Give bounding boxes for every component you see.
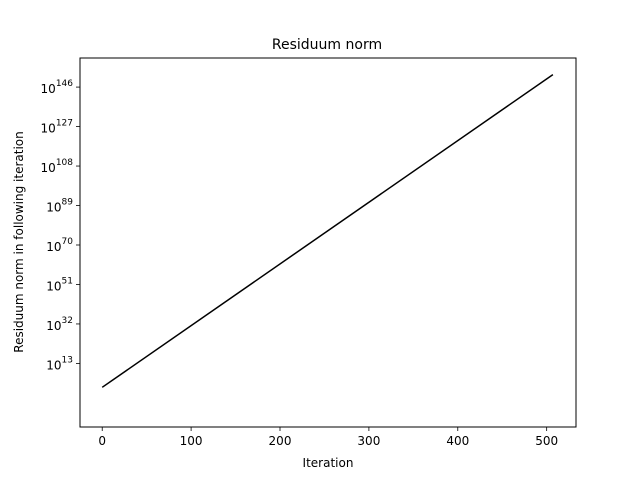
y-tick-exponent: 51: [62, 276, 73, 286]
y-tick-base: 10: [46, 279, 61, 293]
y-tick-label: 1070: [46, 237, 73, 254]
y-tick-exponent: 13: [62, 355, 73, 365]
x-tick-label: 100: [180, 434, 203, 448]
y-tick-exponent: 32: [62, 316, 73, 326]
series-line-0: [101, 74, 554, 388]
y-tick-base: 10: [46, 201, 61, 215]
y-tick-label: 1089: [46, 198, 73, 215]
y-tick-label: 10127: [41, 119, 73, 136]
x-tick-label: 0: [98, 434, 106, 448]
y-tick-label: 1051: [46, 276, 73, 293]
y-tick-label: 10146: [41, 79, 74, 96]
y-tick-base: 10: [46, 319, 61, 333]
y-tick-exponent: 127: [56, 119, 73, 129]
y-tick-base: 10: [46, 240, 61, 254]
x-axis-ticks: 0 100 200 300 400 500: [98, 427, 558, 448]
x-tick-label: 200: [269, 434, 292, 448]
x-tick-label: 500: [535, 434, 558, 448]
y-tick-label: 10108: [41, 158, 74, 175]
plot-frame: [79, 57, 577, 428]
y-tick-exponent: 89: [62, 198, 74, 208]
y-tick-exponent: 70: [62, 237, 74, 247]
y-tick-base: 10: [41, 161, 56, 175]
y-tick-label: 1013: [46, 355, 73, 372]
plot-area: [101, 74, 554, 388]
y-axis-label: Residuum norm in following iteration: [12, 131, 26, 352]
chart-title: Residuum norm: [272, 37, 382, 53]
y-tick-label: 1032: [46, 316, 73, 333]
x-tick-label: 300: [357, 434, 380, 448]
x-tick-label: 400: [446, 434, 469, 448]
y-tick-exponent: 146: [56, 79, 73, 89]
x-axis-label: Iteration: [303, 456, 354, 470]
y-tick-base: 10: [41, 82, 56, 96]
y-tick-exponent: 108: [56, 158, 73, 168]
y-tick-base: 10: [41, 122, 56, 136]
y-tick-base: 10: [46, 358, 61, 372]
